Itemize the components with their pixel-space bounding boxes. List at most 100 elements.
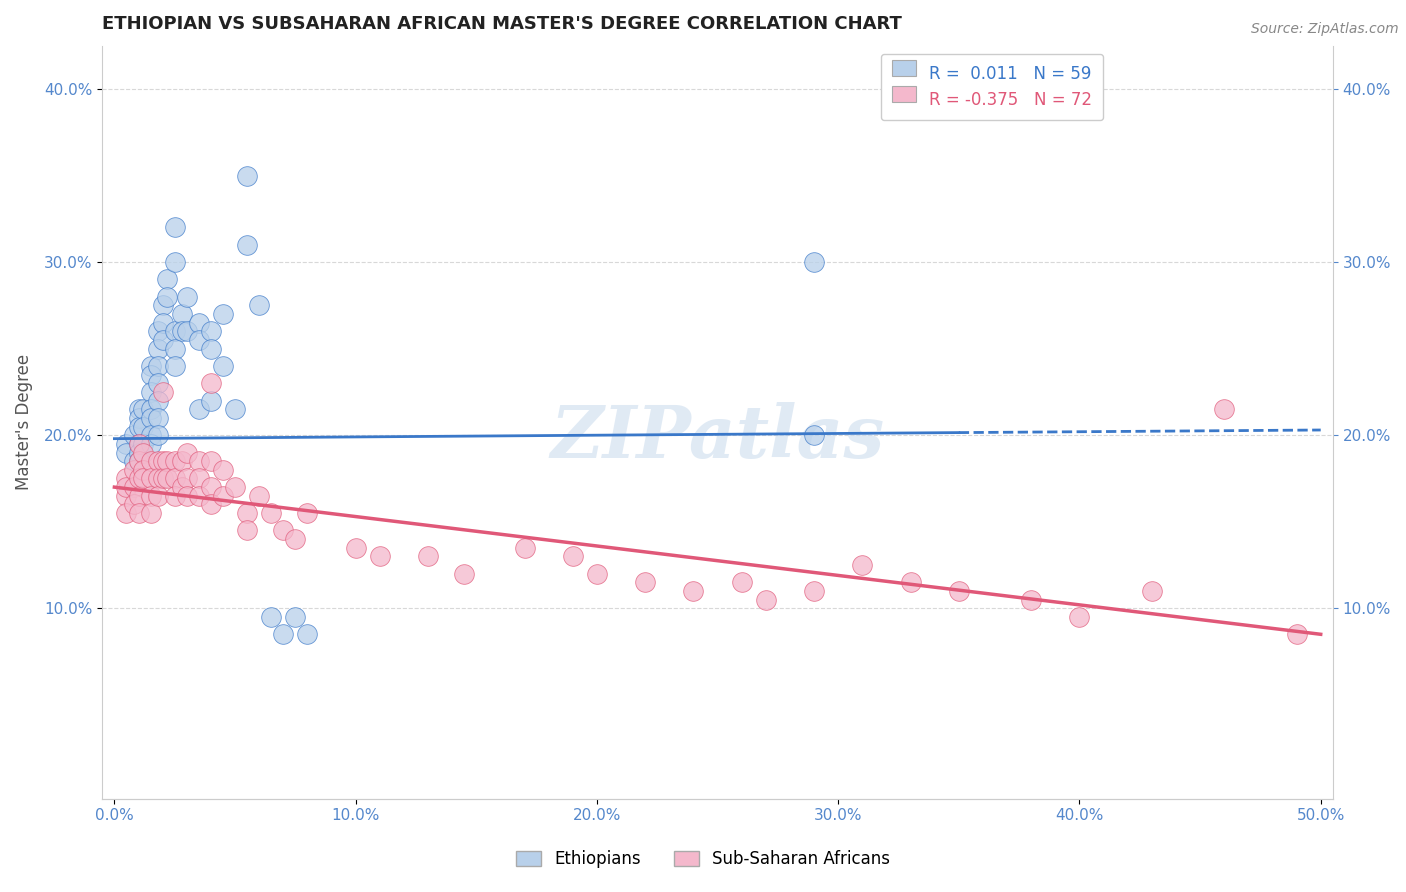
Point <box>152 384 174 399</box>
Point <box>1285 627 1308 641</box>
Point <box>128 437 150 451</box>
Point <box>187 333 209 347</box>
Text: Source: ZipAtlas.com: Source: ZipAtlas.com <box>1251 22 1399 37</box>
Point <box>212 359 235 373</box>
Point <box>128 506 150 520</box>
Point <box>187 489 209 503</box>
Point <box>163 454 186 468</box>
Point <box>115 437 138 451</box>
Point <box>152 316 174 330</box>
Point <box>128 454 150 468</box>
Point <box>224 402 246 417</box>
Point <box>122 463 145 477</box>
Point <box>152 333 174 347</box>
Point <box>682 584 704 599</box>
Point <box>132 437 155 451</box>
Point <box>212 307 235 321</box>
Point <box>176 290 198 304</box>
Point <box>128 402 150 417</box>
Point <box>115 480 138 494</box>
Point <box>146 410 169 425</box>
Point <box>146 454 169 468</box>
Point <box>146 359 169 373</box>
Point <box>187 454 209 468</box>
Point <box>170 324 193 338</box>
Point <box>368 549 391 564</box>
Text: ETHIOPIAN VS SUBSAHARAN AFRICAN MASTER'S DEGREE CORRELATION CHART: ETHIOPIAN VS SUBSAHARAN AFRICAN MASTER'S… <box>103 15 903 33</box>
Point <box>284 532 307 546</box>
Point <box>561 549 583 564</box>
Point <box>146 489 169 503</box>
Point <box>146 376 169 391</box>
Point <box>948 584 970 599</box>
Point <box>297 506 319 520</box>
Point <box>132 419 155 434</box>
Point <box>416 549 439 564</box>
Point <box>139 410 162 425</box>
Point <box>260 506 283 520</box>
Point <box>212 463 235 477</box>
Point <box>139 454 162 468</box>
Point <box>132 402 155 417</box>
Point <box>122 480 145 494</box>
Point <box>146 324 169 338</box>
Point <box>139 506 162 520</box>
Point <box>200 498 222 512</box>
Point <box>152 471 174 485</box>
Point <box>851 558 873 572</box>
Point <box>803 428 825 442</box>
Point <box>132 471 155 485</box>
Point <box>156 290 179 304</box>
Text: ZIPatlas: ZIPatlas <box>551 401 884 473</box>
Point <box>128 410 150 425</box>
Point <box>900 575 922 590</box>
Point <box>731 575 754 590</box>
Point <box>163 255 186 269</box>
Legend: R =  0.011   N = 59, R = -0.375   N = 72: R = 0.011 N = 59, R = -0.375 N = 72 <box>882 54 1104 120</box>
Point <box>139 368 162 382</box>
Point <box>170 454 193 468</box>
Point <box>176 324 198 338</box>
Point <box>170 307 193 321</box>
Point <box>163 324 186 338</box>
Point <box>156 272 179 286</box>
Point <box>146 428 169 442</box>
Point <box>236 237 259 252</box>
Point <box>200 324 222 338</box>
Point <box>163 359 186 373</box>
Point <box>163 220 186 235</box>
Point <box>139 428 162 442</box>
Point <box>187 471 209 485</box>
Point <box>122 498 145 512</box>
Point <box>115 489 138 503</box>
Point <box>803 584 825 599</box>
Point <box>200 393 222 408</box>
Point <box>176 471 198 485</box>
Point <box>115 471 138 485</box>
Point <box>1019 592 1042 607</box>
Point <box>128 454 150 468</box>
Point <box>176 445 198 459</box>
Point <box>163 489 186 503</box>
Point <box>344 541 367 555</box>
Point <box>200 376 222 391</box>
Y-axis label: Master's Degree: Master's Degree <box>15 354 32 491</box>
Point <box>139 359 162 373</box>
Point <box>163 342 186 356</box>
Point <box>146 471 169 485</box>
Point <box>128 489 150 503</box>
Point <box>212 489 235 503</box>
Point <box>152 454 174 468</box>
Point <box>152 298 174 312</box>
Point <box>139 384 162 399</box>
Point <box>146 342 169 356</box>
Point <box>284 610 307 624</box>
Point <box>236 524 259 538</box>
Point <box>139 471 162 485</box>
Point <box>247 298 270 312</box>
Point <box>271 627 294 641</box>
Point <box>139 437 162 451</box>
Point <box>247 489 270 503</box>
Point <box>163 471 186 485</box>
Point <box>803 255 825 269</box>
